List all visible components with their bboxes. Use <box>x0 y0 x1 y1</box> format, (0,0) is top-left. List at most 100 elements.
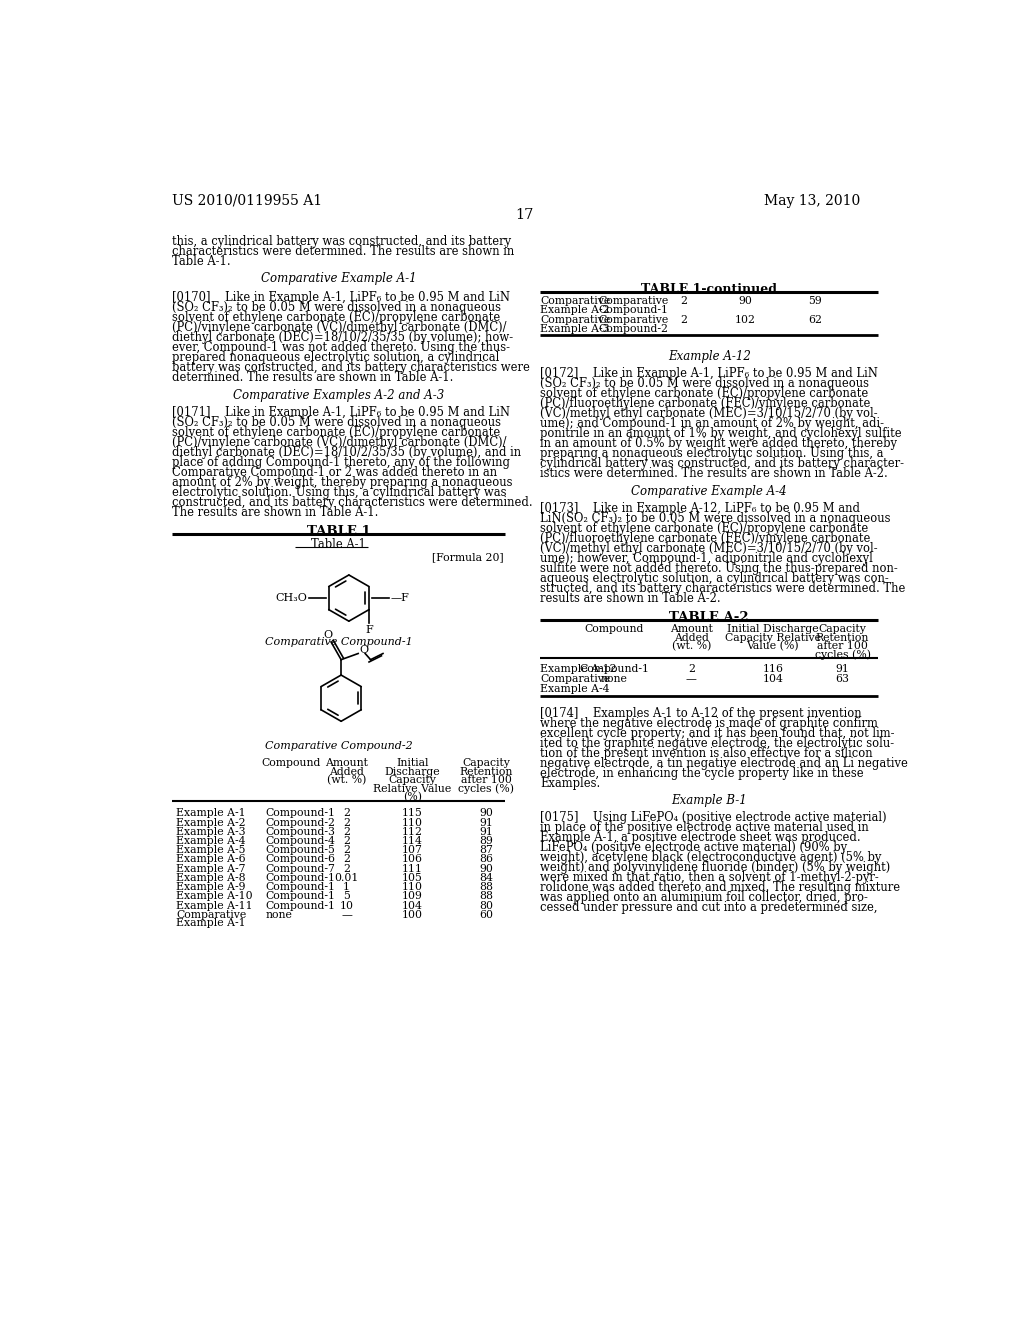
Text: Example A-4: Example A-4 <box>176 836 246 846</box>
Text: F: F <box>366 626 373 635</box>
Text: Comparative Example A-4: Comparative Example A-4 <box>632 484 787 498</box>
Text: 80: 80 <box>479 900 493 911</box>
Text: Compound: Compound <box>261 758 321 768</box>
Text: Discharge: Discharge <box>385 767 440 776</box>
Text: Compound-3: Compound-3 <box>265 826 335 837</box>
Text: 90: 90 <box>738 296 753 306</box>
Text: (PC)/fluoroethylene carbonate (FEC)/vinylene carbonate: (PC)/fluoroethylene carbonate (FEC)/viny… <box>541 397 870 411</box>
Text: 84: 84 <box>479 873 493 883</box>
Text: cycles (%): cycles (%) <box>458 784 514 795</box>
Text: [0174]    Examples A-1 to A-12 of the present invention: [0174] Examples A-1 to A-12 of the prese… <box>541 706 862 719</box>
Text: cycles (%): cycles (%) <box>814 649 870 660</box>
Text: 102: 102 <box>735 314 756 325</box>
Text: Capacity Relative: Capacity Relative <box>725 632 821 643</box>
Text: 2: 2 <box>343 836 350 846</box>
Text: Initial: Initial <box>396 758 429 768</box>
Text: prepared nonaqueous electrolytic solution, a cylindrical: prepared nonaqueous electrolytic solutio… <box>172 351 500 364</box>
Text: 2: 2 <box>343 845 350 855</box>
Text: Retention: Retention <box>816 632 869 643</box>
Text: (SO₂ CF₃)₂ to be 0.05 M were dissolved in a nonaqueous: (SO₂ CF₃)₂ to be 0.05 M were dissolved i… <box>172 416 501 429</box>
Text: Example A-12: Example A-12 <box>668 350 751 363</box>
Text: none: none <box>600 675 628 684</box>
Text: 115: 115 <box>402 808 423 818</box>
Text: Comparative Examples A-2 and A-3: Comparative Examples A-2 and A-3 <box>233 388 444 401</box>
Text: this, a cylindrical battery was constructed, and its battery: this, a cylindrical battery was construc… <box>172 235 511 248</box>
Text: aqueous electrolytic solution, a cylindrical battery was con-: aqueous electrolytic solution, a cylindr… <box>541 572 889 585</box>
Text: diethyl carbonate (DEC)=18/10/2/35/35 (by volume); how-: diethyl carbonate (DEC)=18/10/2/35/35 (b… <box>172 331 513 345</box>
Text: [0172]    Like in Example A-1, LiPF₆ to be 0.95 M and LiN: [0172] Like in Example A-1, LiPF₆ to be … <box>541 367 879 380</box>
Text: determined. The results are shown in Table A-1.: determined. The results are shown in Tab… <box>172 371 454 384</box>
Text: in an amount of 0.5% by weight were added thereto, thereby: in an amount of 0.5% by weight were adde… <box>541 437 897 450</box>
Text: O: O <box>324 630 333 640</box>
Text: 89: 89 <box>479 836 493 846</box>
Text: ume); however, Compound-1, adiponitrile and cyclohexyl: ume); however, Compound-1, adiponitrile … <box>541 552 873 565</box>
Text: negative electrode, a tin negative electrode and an Li negative: negative electrode, a tin negative elect… <box>541 756 908 770</box>
Text: 104: 104 <box>762 675 783 684</box>
Text: Comparative: Comparative <box>598 296 669 306</box>
Text: 110: 110 <box>402 817 423 828</box>
Text: Examples.: Examples. <box>541 776 600 789</box>
Text: [0175]    Using LiFePO₄ (positive electrode active material): [0175] Using LiFePO₄ (positive electrode… <box>541 812 887 825</box>
Text: solvent of ethylene carbonate (EC)/propylene carbonate: solvent of ethylene carbonate (EC)/propy… <box>172 425 501 438</box>
Text: Example A-7: Example A-7 <box>176 863 246 874</box>
Text: characteristics were determined. The results are shown in: characteristics were determined. The res… <box>172 246 514 259</box>
Text: constructed, and its battery characteristics were determined.: constructed, and its battery characteris… <box>172 496 532 508</box>
Text: results are shown in Table A-2.: results are shown in Table A-2. <box>541 591 721 605</box>
Text: (VC)/methyl ethyl carbonate (MEC)=3/10/15/2/70 (by vol-: (VC)/methyl ethyl carbonate (MEC)=3/10/1… <box>541 407 878 420</box>
Text: structed, and its battery characteristics were determined. The: structed, and its battery characteristic… <box>541 582 905 595</box>
Text: 60: 60 <box>479 909 493 920</box>
Text: US 2010/0119955 A1: US 2010/0119955 A1 <box>172 194 323 207</box>
Text: diethyl carbonate (DEC)=18/10/2/35/35 (by volume), and in: diethyl carbonate (DEC)=18/10/2/35/35 (b… <box>172 446 521 458</box>
Text: 88: 88 <box>479 891 493 902</box>
Text: Table A-1.: Table A-1. <box>172 256 230 268</box>
Text: Example A-11: Example A-11 <box>176 900 253 911</box>
Text: Example A-8: Example A-8 <box>176 873 246 883</box>
Text: Example A-10: Example A-10 <box>176 891 253 902</box>
Text: 114: 114 <box>402 836 423 846</box>
Text: place of adding Compound-1 thereto, any of the following: place of adding Compound-1 thereto, any … <box>172 455 510 469</box>
Text: Example A-3: Example A-3 <box>176 826 246 837</box>
Text: Compound-1: Compound-1 <box>265 900 335 911</box>
Text: TABLE 1: TABLE 1 <box>307 525 371 539</box>
Text: was applied onto an aluminium foil collector, dried, pro-: was applied onto an aluminium foil colle… <box>541 891 868 904</box>
Text: 90: 90 <box>479 808 493 818</box>
Text: cylindrical battery was constructed, and its battery character-: cylindrical battery was constructed, and… <box>541 457 904 470</box>
Text: 91: 91 <box>479 826 493 837</box>
Text: were mixed in that ratio, then a solvent of 1-methyl-2-pyr-: were mixed in that ratio, then a solvent… <box>541 871 879 884</box>
Text: Compound-1: Compound-1 <box>598 305 669 315</box>
Text: Compound: Compound <box>585 624 644 634</box>
Text: 86: 86 <box>479 854 493 865</box>
Text: Example A-3: Example A-3 <box>541 323 610 334</box>
Text: istics were determined. The results are shown in Table A-2.: istics were determined. The results are … <box>541 467 888 480</box>
Text: Comparative Compound-2: Comparative Compound-2 <box>265 741 413 751</box>
Text: 2: 2 <box>343 854 350 865</box>
Text: Comparative: Comparative <box>541 675 610 684</box>
Text: Added: Added <box>329 767 364 776</box>
Text: solvent of ethylene carbonate (EC)/propylene carbonate: solvent of ethylene carbonate (EC)/propy… <box>541 521 868 535</box>
Text: solvent of ethylene carbonate (EC)/propylene carbonate: solvent of ethylene carbonate (EC)/propy… <box>172 312 501 323</box>
Text: electrode, in enhancing the cycle property like in these: electrode, in enhancing the cycle proper… <box>541 767 864 780</box>
Text: Capacity: Capacity <box>818 624 866 634</box>
Text: 100: 100 <box>402 909 423 920</box>
Text: Retention: Retention <box>460 767 513 776</box>
Text: in place of the positive electrode active material used in: in place of the positive electrode activ… <box>541 821 869 834</box>
Text: 2: 2 <box>680 314 687 325</box>
Text: —: — <box>341 909 352 920</box>
Text: electrolytic solution. Using this, a cylindrical battery was: electrolytic solution. Using this, a cyl… <box>172 486 507 499</box>
Text: The results are shown in Table A-1.: The results are shown in Table A-1. <box>172 506 379 519</box>
Text: Compound-1: Compound-1 <box>579 664 649 675</box>
Text: none: none <box>265 909 292 920</box>
Text: Compound-1: Compound-1 <box>265 873 335 883</box>
Text: after 100: after 100 <box>461 775 511 785</box>
Text: 2: 2 <box>688 664 695 675</box>
Text: sulfite were not added thereto. Using the thus-prepared non-: sulfite were not added thereto. Using th… <box>541 562 898 576</box>
Text: Compound-2: Compound-2 <box>265 817 335 828</box>
Text: (SO₂ CF₃)₂ to be 0.05 M were dissolved in a nonaqueous: (SO₂ CF₃)₂ to be 0.05 M were dissolved i… <box>541 378 869 391</box>
Text: (VC)/methyl ethyl carbonate (MEC)=3/10/15/2/70 (by vol-: (VC)/methyl ethyl carbonate (MEC)=3/10/1… <box>541 543 878 554</box>
Text: Example A-1, a positive electrode sheet was produced.: Example A-1, a positive electrode sheet … <box>541 832 861 845</box>
Text: 91: 91 <box>479 817 493 828</box>
Text: (SO₂ CF₃)₂ to be 0.05 M were dissolved in a nonaqueous: (SO₂ CF₃)₂ to be 0.05 M were dissolved i… <box>172 301 501 314</box>
Text: Added: Added <box>674 632 709 643</box>
Text: Example A-9: Example A-9 <box>176 882 246 892</box>
Text: Example A-1: Example A-1 <box>176 919 246 928</box>
